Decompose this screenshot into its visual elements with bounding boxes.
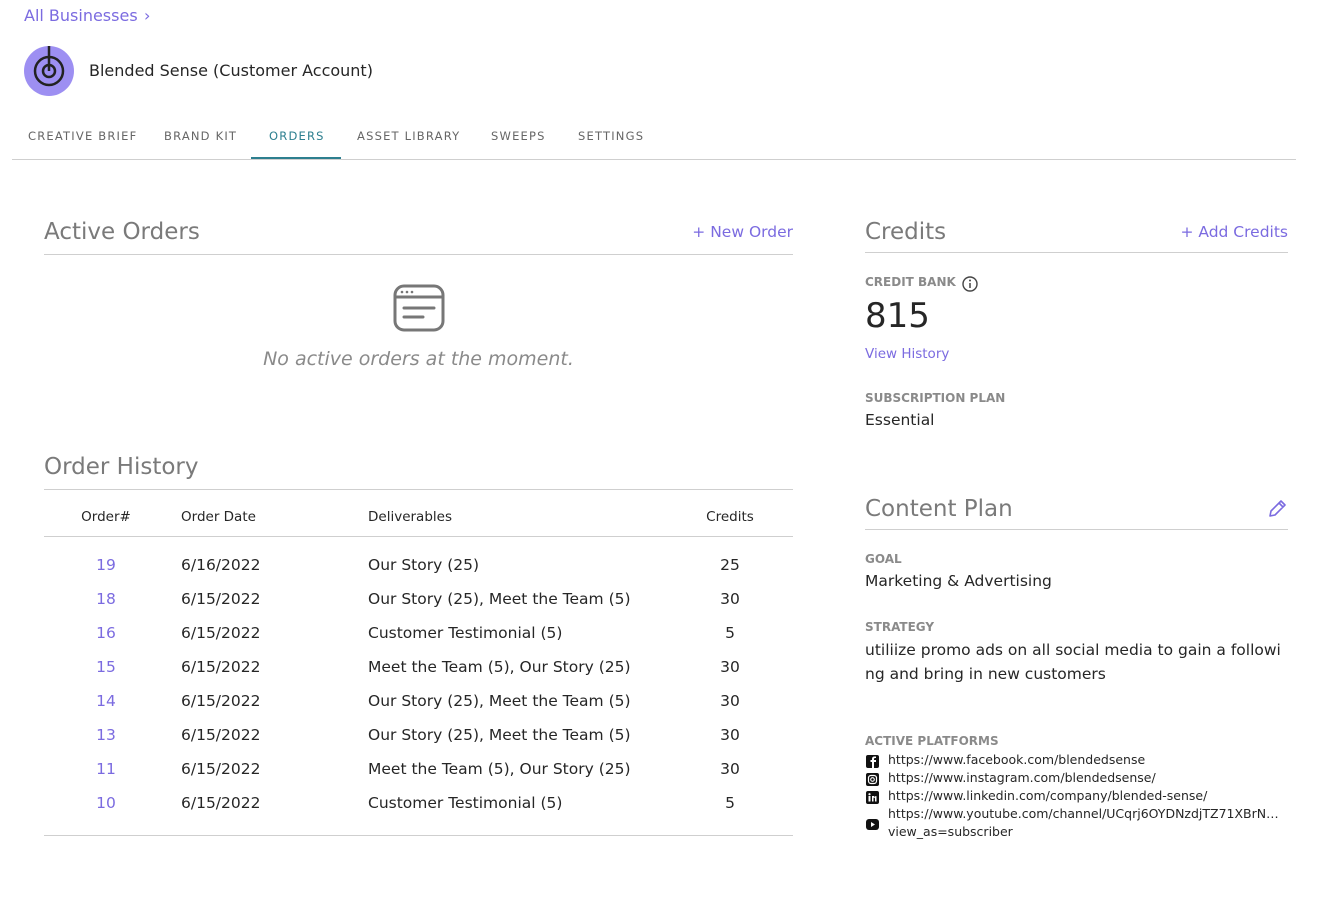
field-label: GOAL bbox=[865, 552, 902, 566]
tab[interactable]: SETTINGS bbox=[578, 129, 645, 143]
table-cell: Meet the Team (5), Our Story (25) bbox=[368, 658, 631, 676]
table-cell: 6/16/2022 bbox=[181, 556, 261, 574]
column-header: Order Date bbox=[181, 509, 256, 525]
field-value: Marketing & Advertising bbox=[865, 572, 1052, 590]
tab-indicator bbox=[251, 157, 341, 159]
business-logo bbox=[24, 46, 74, 96]
column-header: Credits bbox=[706, 509, 754, 525]
table-cell: Meet the Team (5), Our Story (25) bbox=[368, 760, 631, 778]
section-title: Credits bbox=[865, 219, 947, 245]
youtube-icon bbox=[866, 819, 879, 830]
column-header: Deliverables bbox=[368, 509, 452, 525]
tab[interactable]: BRAND KIT bbox=[164, 129, 238, 143]
section-rule bbox=[44, 254, 793, 255]
table-cell: 25 bbox=[720, 556, 740, 574]
platform-link[interactable]: https://www.youtube.com/channel/UCqrj6OY… bbox=[888, 806, 1279, 821]
section-title: Order History bbox=[44, 454, 199, 480]
table-cell: Customer Testimonial (5) bbox=[368, 794, 563, 812]
platform-link[interactable]: https://www.linkedin.com/company/blended… bbox=[888, 788, 1208, 803]
table-cell: 6/15/2022 bbox=[181, 624, 261, 642]
table-rule bbox=[44, 835, 793, 836]
table-cell: 30 bbox=[720, 692, 740, 710]
facebook-icon bbox=[866, 755, 879, 768]
table-cell: 30 bbox=[720, 590, 740, 608]
field-value: utiliize promo ads on all social media t… bbox=[865, 641, 1281, 683]
section-rule bbox=[865, 252, 1288, 253]
field-label: ACTIVE PLATFORMS bbox=[865, 734, 999, 748]
breadcrumb-link[interactable]: All Businesses bbox=[24, 6, 138, 25]
table-cell: Customer Testimonial (5) bbox=[368, 624, 563, 642]
table-cell: 30 bbox=[720, 658, 740, 676]
order-link[interactable]: 16 bbox=[96, 624, 116, 642]
header-rule bbox=[44, 536, 793, 537]
order-link[interactable]: 15 bbox=[96, 658, 116, 676]
empty-message: No active orders at the moment. bbox=[263, 348, 574, 370]
column-header: Order# bbox=[81, 509, 131, 525]
order-link[interactable]: 11 bbox=[96, 760, 116, 778]
order-link[interactable]: 14 bbox=[96, 692, 116, 710]
platform-link[interactable]: https://www.facebook.com/blendedsense bbox=[888, 752, 1146, 767]
table-cell: 6/15/2022 bbox=[181, 726, 261, 744]
info-icon[interactable] bbox=[961, 275, 979, 293]
table-cell: 30 bbox=[720, 760, 740, 778]
credit-balance: 815 bbox=[865, 296, 930, 336]
table-cell: Our Story (25), Meet the Team (5) bbox=[368, 590, 631, 608]
tab[interactable]: ORDERS bbox=[269, 129, 325, 143]
platform-link[interactable]: view_as=subscriber bbox=[888, 824, 1013, 839]
order-link[interactable]: 18 bbox=[96, 590, 116, 608]
section-title: Content Plan bbox=[865, 496, 1013, 522]
table-cell: 6/15/2022 bbox=[181, 658, 261, 676]
order-link[interactable]: 10 bbox=[96, 794, 116, 812]
breadcrumb-separator: › bbox=[144, 6, 151, 25]
table-cell: 6/15/2022 bbox=[181, 794, 261, 812]
add-credits-button[interactable]: + Add Credits bbox=[1180, 223, 1288, 241]
table-cell: 5 bbox=[725, 794, 735, 812]
tab-divider bbox=[12, 159, 1296, 160]
table-cell: 6/15/2022 bbox=[181, 590, 261, 608]
table-cell: Our Story (25), Meet the Team (5) bbox=[368, 692, 631, 710]
instagram-icon bbox=[866, 773, 879, 786]
platform-link[interactable]: https://www.instagram.com/blendedsense/ bbox=[888, 770, 1156, 785]
field-value: Essential bbox=[865, 411, 935, 429]
view-history-link[interactable]: View History bbox=[865, 346, 950, 362]
field-label: STRATEGY bbox=[865, 620, 935, 634]
order-link[interactable]: 13 bbox=[96, 726, 116, 744]
table-cell: Our Story (25), Meet the Team (5) bbox=[368, 726, 631, 744]
new-order-button[interactable]: + New Order bbox=[692, 223, 793, 241]
business-name: Blended Sense (Customer Account) bbox=[89, 61, 373, 80]
table-cell: 6/15/2022 bbox=[181, 692, 261, 710]
linkedin-icon bbox=[866, 791, 879, 804]
field-label: CREDIT BANK bbox=[865, 275, 956, 289]
tab[interactable]: SWEEPS bbox=[491, 129, 546, 143]
table-cell: 30 bbox=[720, 726, 740, 744]
empty-icon bbox=[393, 284, 445, 332]
tab[interactable]: ASSET LIBRARY bbox=[357, 129, 461, 143]
edit-icon[interactable] bbox=[1266, 498, 1288, 520]
table-cell: 5 bbox=[725, 624, 735, 642]
table-cell: 6/15/2022 bbox=[181, 760, 261, 778]
section-rule bbox=[44, 489, 793, 490]
section-title: Active Orders bbox=[44, 219, 200, 245]
field-label: SUBSCRIPTION PLAN bbox=[865, 391, 1006, 405]
section-rule bbox=[865, 529, 1288, 530]
table-cell: Our Story (25) bbox=[368, 556, 480, 574]
order-link[interactable]: 19 bbox=[96, 556, 116, 574]
tab[interactable]: CREATIVE BRIEF bbox=[28, 129, 138, 143]
